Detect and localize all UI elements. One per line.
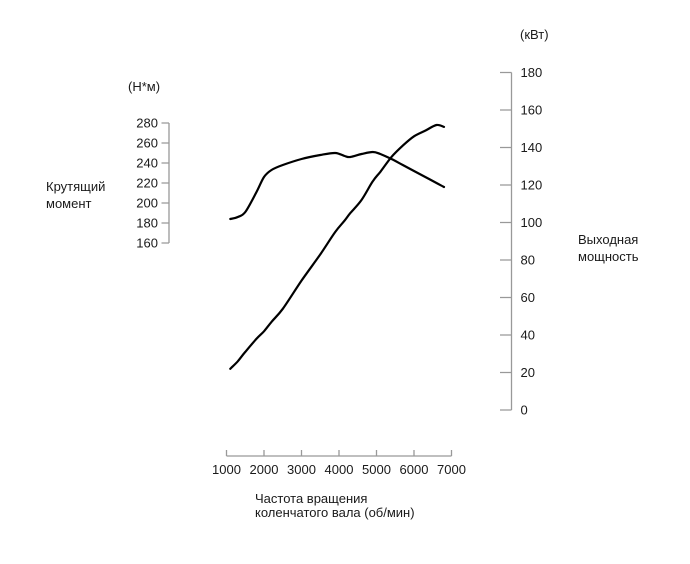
rpm-tick-label-6000: 6000 [400, 462, 429, 477]
torque-axis-title-line1: Крутящий [46, 179, 106, 194]
torque-tick-label-160: 160 [136, 236, 158, 251]
rpm-tick-label-3000: 3000 [287, 462, 316, 477]
power-axis-title: Выходная мощность [578, 231, 639, 265]
rpm-tick-label-1000: 1000 [212, 462, 241, 477]
rpm-tick-label-4000: 4000 [325, 462, 354, 477]
rpm-tick-label-7000: 7000 [437, 462, 466, 477]
torque-tick-label-260: 260 [136, 136, 158, 151]
torque-axis-line [161, 122, 170, 244]
rpm-tick-label-5000: 5000 [362, 462, 391, 477]
power-axis-title-line1: Выходная [578, 232, 639, 247]
power-tick-label-100: 100 [521, 215, 543, 230]
torque-axis-unit-label: (Н*м) [128, 79, 161, 94]
torque-axis-title-line2: момент [46, 196, 92, 211]
torque-curve [229, 150, 446, 221]
x-axis-caption-line1: Частота вращения [255, 491, 368, 506]
torque-tick-label-240: 240 [136, 156, 158, 171]
power-tick-label-80: 80 [521, 253, 535, 268]
rpm-tick-label-2000: 2000 [250, 462, 279, 477]
power-tick-label-60: 60 [521, 290, 535, 305]
torque-axis-title: Крутящий момент [46, 178, 105, 212]
torque-tick-label-180: 180 [136, 216, 158, 231]
power-tick-label-0: 0 [521, 403, 528, 418]
power-curve [229, 123, 446, 370]
power-axis-unit-label: (кВт) [520, 27, 549, 42]
power-tick-label-40: 40 [521, 328, 535, 343]
power-tick-label-180: 180 [521, 65, 543, 80]
power-tick-label-160: 160 [521, 103, 543, 118]
power-axis-title-line2: мощность [578, 249, 639, 264]
x-axis-caption-line2: коленчатого вала (об/мин) [255, 505, 415, 520]
power-tick-label-120: 120 [521, 178, 543, 193]
x-axis-caption: Частота вращения коленчатого вала (об/ми… [255, 492, 415, 520]
power-axis-line [500, 71, 513, 411]
rpm-axis-line [225, 450, 453, 457]
torque-tick-label-220: 220 [136, 176, 158, 191]
power-tick-label-140: 140 [521, 140, 543, 155]
power-tick-label-20: 20 [521, 365, 535, 380]
torque-tick-label-280: 280 [136, 116, 158, 131]
torque-tick-label-200: 200 [136, 196, 158, 211]
